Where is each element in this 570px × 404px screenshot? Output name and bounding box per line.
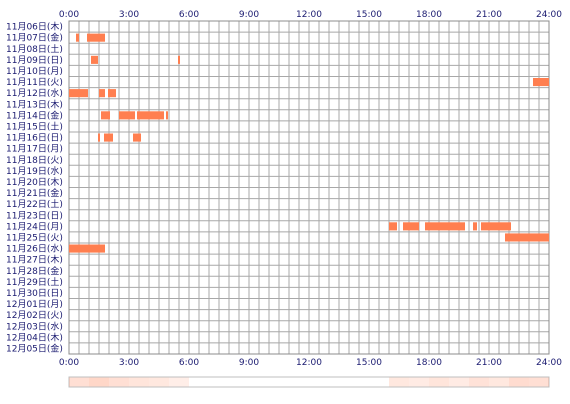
x-tick-label-top: 3:00: [119, 10, 139, 20]
row-label-date: 12月04日(木): [6, 331, 63, 343]
row-label-date: 11月11日(火): [6, 77, 63, 88]
row-label-date: 11月21日(金): [6, 187, 63, 199]
row-label-date: 11月28日(金): [6, 265, 63, 277]
summary-strip-cell: [109, 377, 129, 387]
activity-bar: [87, 33, 105, 42]
row-label-date: 11月29日(土): [6, 276, 63, 288]
activity-bar: [403, 222, 419, 231]
x-tick-label-bottom: 9:00: [239, 358, 259, 368]
row-label-date: 11月20日(木): [6, 176, 63, 188]
summary-strip-cell: [469, 377, 489, 387]
row-label-date: 12月03日(水): [6, 320, 63, 332]
x-tick-label-bottom: 0:00: [59, 358, 79, 368]
row-label-date: 11月12日(水): [6, 87, 63, 99]
row-label-date: 12月01日(月): [6, 299, 63, 310]
activity-bars: [69, 33, 549, 253]
chart-grid: [68, 20, 550, 355]
row-label-date: 11月14日(金): [6, 109, 63, 121]
row-label-date: 11月07日(金): [6, 32, 63, 44]
summary-strip-cell: [149, 377, 169, 387]
row-label-date: 11月25日(火): [6, 233, 63, 244]
summary-strip-cell: [89, 377, 109, 387]
x-tick-label-bottom: 24:00: [536, 358, 562, 368]
activity-bar: [389, 222, 397, 231]
activity-bar: [137, 111, 164, 120]
row-label-date: 11月23日(日): [6, 210, 63, 221]
row-label-date: 11月22日(土): [6, 198, 63, 210]
summary-strip-frame: [68, 376, 550, 388]
activity-bar: [99, 89, 105, 98]
activity-bar: [69, 244, 105, 253]
summary-strip-cell: [449, 377, 469, 387]
x-tick-label-top: 24:00: [536, 10, 562, 20]
row-label-date: 11月06日(木): [6, 21, 63, 33]
activity-bar: [178, 55, 180, 64]
x-tick-label-bottom: 18:00: [416, 358, 442, 368]
activity-bar: [119, 111, 135, 120]
row-label-date: 12月02日(火): [6, 310, 63, 321]
x-tick-label-top: 9:00: [239, 10, 259, 20]
x-tick-label-top: 12:00: [296, 10, 322, 20]
row-label-date: 11月24日(月): [6, 221, 63, 232]
summary-strip-cell: [429, 377, 449, 387]
summary-strip-cell: [509, 377, 529, 387]
row-label-date: 11月15日(土): [6, 121, 63, 133]
summary-strip-cell: [409, 377, 429, 387]
x-tick-label-bottom: 12:00: [296, 358, 322, 368]
row-label-date: 11月30日(日): [6, 288, 63, 299]
activity-bar: [76, 33, 79, 42]
summary-strip-cell: [489, 377, 509, 387]
row-label-date: 11月26日(水): [6, 243, 63, 255]
row-label-date: 11月09日(日): [6, 55, 63, 66]
activity-bar: [473, 222, 477, 231]
x-tick-label-bottom: 6:00: [179, 358, 199, 368]
x-tick-label-top: 21:00: [476, 10, 502, 20]
activity-bar: [108, 89, 116, 98]
row-label-date: 11月16日(日): [6, 133, 63, 144]
x-tick-label-top: 0:00: [59, 10, 79, 20]
summary-strip-cell: [69, 377, 89, 387]
activity-bar: [425, 222, 465, 231]
row-label-date: 11月08日(土): [6, 43, 63, 55]
row-label-date: 11月10日(月): [6, 66, 63, 77]
activity-bar: [533, 78, 549, 87]
activity-bar: [101, 111, 110, 120]
x-tick-label-top: 15:00: [356, 10, 382, 20]
summary-strip-cell: [389, 377, 409, 387]
row-label-date: 12月05日(金): [6, 343, 63, 355]
x-tick-label-top: 6:00: [179, 10, 199, 20]
summary-strip-cell: [169, 377, 189, 387]
activity-bar: [91, 55, 98, 64]
activity-bar: [104, 133, 113, 142]
row-label-date: 11月17日(月): [6, 144, 63, 155]
row-label-date: 11月27日(木): [6, 254, 63, 266]
activity-bar: [133, 133, 141, 142]
summary-strip: [68, 376, 550, 388]
activity-bar: [481, 222, 511, 231]
activity-bar: [505, 233, 549, 242]
chart-frame: [68, 20, 550, 355]
x-tick-label-top: 18:00: [416, 10, 442, 20]
activity-bar: [69, 89, 88, 98]
x-tick-label-bottom: 21:00: [476, 358, 502, 368]
summary-strip-cell: [129, 377, 149, 387]
row-label-date: 11月13日(木): [6, 98, 63, 110]
activity-bar: [166, 111, 168, 120]
activity-bar: [98, 133, 100, 142]
axis-labels: 11月06日(木)11月07日(金)11月08日(土)11月09日(日)11月1…: [6, 10, 562, 368]
x-tick-label-bottom: 3:00: [119, 358, 139, 368]
row-label-date: 11月19日(水): [6, 165, 63, 177]
summary-strip-cell: [529, 377, 549, 387]
x-tick-label-bottom: 15:00: [356, 358, 382, 368]
row-label-date: 11月18日(火): [6, 155, 63, 166]
